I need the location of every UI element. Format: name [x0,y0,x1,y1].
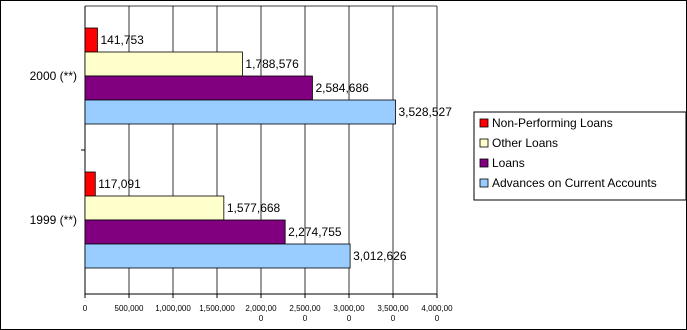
legend-swatch-0 [479,118,489,128]
legend-swatch-2 [479,158,489,168]
bar-0-0 [84,27,98,53]
axes: 0 500,000 1,000,000 1,500,000 2,000,00 02,500… [30,6,453,323]
bar-1-3 [84,243,351,269]
bar-1-2 [84,219,286,245]
data-label-0-2: 2,584,686 [315,81,369,95]
bar-0-2 [84,75,313,101]
x-tick-label-line: 500,000 [115,304,144,313]
x-tick-label-line: 0 [391,314,396,323]
x-tick-label-line: 3,500,00 [377,304,409,313]
category-label-1: 1999 (**) [30,213,77,227]
bar-0-3 [84,99,396,125]
x-tick-label-line: 0 [83,304,88,313]
x-tick-label-6: 3,000,00 0 [333,304,365,323]
x-tick-label-line: 2,000,00 [245,304,277,313]
data-label-0-3: 3,528,527 [399,105,453,119]
data-label-0-1: 1,788,576 [245,57,299,71]
bar-1-0 [84,171,96,197]
x-tick-label-3: 1,500,000 [199,304,235,313]
x-tick-label-line: 4,000,00 [421,304,453,313]
legend-swatch-3 [479,178,489,188]
x-tick-label-4: 2,000,00 0 [245,304,277,323]
legend-label-3: Advances on Current Accounts [492,176,657,190]
x-tick-label-8: 4,000,00 0 [421,304,453,323]
x-tick-label-line: 0 [347,314,352,323]
x-tick-label-line: 2,500,00 [289,304,321,313]
bar-1-1 [84,195,225,221]
legend: Non-Performing Loans Other Loans Loans Adva… [473,111,687,201]
x-tick-label-5: 2,500,00 0 [289,304,321,323]
x-tick-label-line: 1,000,000 [155,304,191,313]
data-label-1-2: 2,274,755 [288,225,342,239]
data-label-0-0: 141,753 [100,33,144,47]
data-label-1-1: 1,577,668 [227,201,281,215]
x-tick-label-2: 1,000,000 [155,304,191,313]
bar-0-1 [84,51,243,77]
bars [84,27,396,269]
x-tick-label-line: 1,500,000 [199,304,235,313]
legend-label-1: Other Loans [492,136,558,150]
x-tick-label-line: 0 [259,314,264,323]
category-label-0: 2000 (**) [30,69,77,83]
x-tick-label-1: 500,000 [115,304,144,313]
legend-box [473,111,687,201]
data-label-1-0: 117,091 [98,177,141,191]
data-labels: 141,753 1,788,576 2,584,686 3,528,527 117,09… [98,33,452,263]
x-tick-label-7: 3,500,00 0 [377,304,409,323]
legend-swatch-1 [479,138,489,148]
x-tick-label-line: 0 [303,314,308,323]
data-label-1-3: 3,012,626 [353,249,407,263]
x-tick-label-0: 0 [83,304,88,313]
x-tick-label-line: 3,000,00 [333,304,365,313]
x-tick-label-line: 0 [435,314,440,323]
legend-label-0: Non-Performing Loans [492,116,613,130]
legend-label-2: Loans [492,156,525,170]
